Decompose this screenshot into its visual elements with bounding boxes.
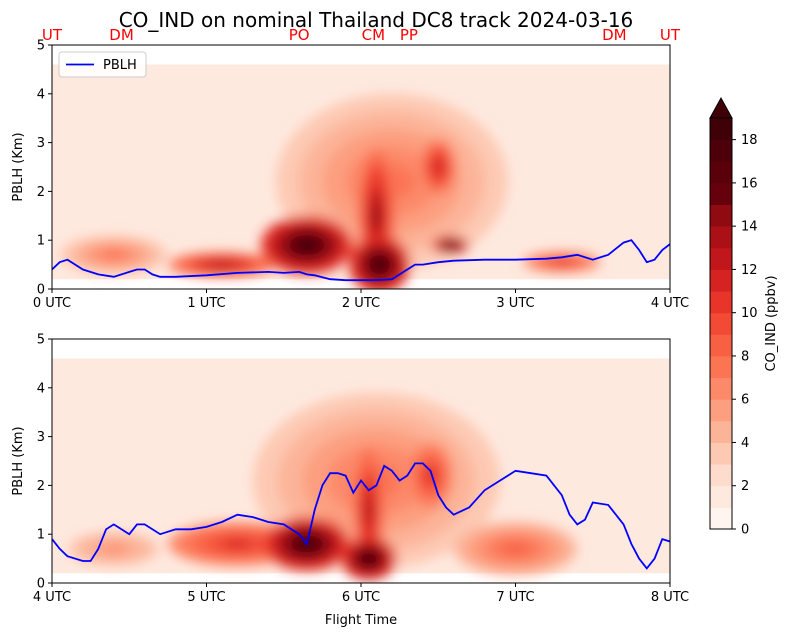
y-axis-label: PBLH (Km) (11, 132, 26, 201)
legend-entry: PBLH (103, 58, 137, 73)
y-tick-label: 3 (37, 430, 45, 445)
location-label: DM (602, 26, 627, 44)
y-tick-label: 2 (37, 185, 45, 200)
colorbar-segment (710, 334, 732, 357)
colorbar-tick-label: 14 (741, 220, 758, 235)
colorbar-tick-label: 8 (741, 349, 749, 364)
co-contour-region (446, 243, 455, 247)
colorbar-segment (710, 269, 732, 292)
location-label: PP (400, 26, 418, 44)
colorbar-segment (710, 442, 732, 465)
colorbar-segment (710, 420, 732, 443)
colorbar-tick-label: 0 (741, 523, 749, 538)
colorbar-segment (710, 204, 732, 227)
x-tick-label: 6 UTC (342, 590, 380, 605)
y-tick-label: 5 (37, 39, 45, 54)
location-label: UT (660, 26, 681, 44)
colorbar-segment (710, 118, 732, 141)
co-contour-region (211, 262, 233, 268)
pblh-line (52, 239, 670, 282)
location-label: DM (109, 26, 134, 44)
y-tick-label: 1 (37, 234, 45, 249)
x-tick-label: 2 UTC (342, 296, 380, 311)
colorbar-segment (710, 355, 732, 379)
co-contour-region (365, 497, 372, 523)
colorbar-segment (710, 139, 732, 162)
colorbar-extend-arrow (709, 96, 733, 119)
x-tick-label: 4 UTC (651, 296, 689, 311)
colorbar-tick-label: 10 (741, 306, 758, 321)
y-tick-label: 2 (37, 479, 45, 494)
colorbar-segment (710, 377, 732, 400)
colorbar-tick-label: 6 (741, 393, 749, 408)
pblh-line (52, 462, 670, 570)
colorbar-segment (710, 291, 732, 314)
co-contour-field (52, 45, 670, 289)
co-blob-group (59, 93, 601, 289)
figure-title: CO_IND on nominal Thailand DC8 track 202… (119, 8, 634, 32)
colorbar-segment (710, 507, 732, 530)
co-contour-region (104, 545, 124, 553)
colorbar-tick-label: 16 (741, 176, 758, 191)
colorbar-segment (710, 161, 732, 184)
bottom-panel: 0 1 2 3 4 5 4 UTC 5 UTC 6 UTC 7 UTC 8 UTC PBLH (Km) (11, 333, 689, 606)
co-contour-region (363, 554, 375, 563)
x-axis-label: Flight Time (325, 613, 397, 628)
y-tick-label: 1 (37, 528, 45, 543)
colorbar-label: CO_IND (ppbv) (764, 275, 779, 371)
colorbar-segment (710, 182, 732, 206)
colorbar-tick-label: 2 (741, 479, 749, 494)
colorbar-frame (709, 117, 733, 530)
location-label: CM (362, 26, 385, 44)
y-tick-label: 4 (37, 87, 45, 102)
x-tick-label: 1 UTC (187, 296, 225, 311)
co-contour-field (52, 339, 670, 583)
y-tick-label: 4 (37, 381, 45, 396)
colorbar-segment (710, 399, 732, 422)
colorbar-tick-label: 4 (741, 436, 749, 451)
co-contour-region (373, 258, 386, 271)
colorbar-segment (710, 247, 732, 270)
co-contour-region (223, 539, 252, 549)
x-tick-label: 7 UTC (496, 590, 534, 605)
colorbar-segment (710, 312, 732, 335)
y-axis-label: PBLH (Km) (11, 426, 26, 495)
co-contour-region (434, 161, 442, 173)
y-tick-label: 0 (37, 577, 45, 592)
location-label: PO (289, 26, 310, 44)
colorbar: 0 2 4 6 8 10 12 14 16 18 CO_IND (ppbv) (709, 96, 779, 538)
co-contour-region (297, 239, 317, 251)
co-blob-group (67, 392, 578, 581)
x-tick-label: 3 UTC (496, 296, 534, 311)
location-label: UT (42, 26, 63, 44)
colorbar-tick-label: 12 (741, 263, 758, 278)
co-contour-region (102, 250, 125, 259)
co-contour-region (554, 260, 570, 265)
colorbar-segment (710, 226, 732, 249)
top-panel: 0 1 2 3 4 5 0 UTC 1 UTC 2 UTC 3 UTC 4 UTC PBLH (Km)… (11, 26, 689, 311)
x-tick-label: 0 UTC (33, 296, 71, 311)
legend-box (58, 51, 147, 78)
co-contour-region (503, 543, 528, 555)
colorbar-segment (710, 485, 732, 508)
y-tick-label: 3 (37, 136, 45, 151)
legend: PBLH (58, 51, 147, 78)
x-tick-label: 4 UTC (33, 590, 71, 605)
colorbar-segment (710, 464, 732, 487)
colorbar-tick-label: 18 (741, 133, 758, 148)
x-tick-label: 8 UTC (651, 590, 689, 605)
x-tick-label: 5 UTC (187, 590, 225, 605)
co-contour-region (372, 202, 381, 230)
y-tick-label: 0 (37, 283, 45, 298)
y-tick-label: 5 (37, 333, 45, 348)
